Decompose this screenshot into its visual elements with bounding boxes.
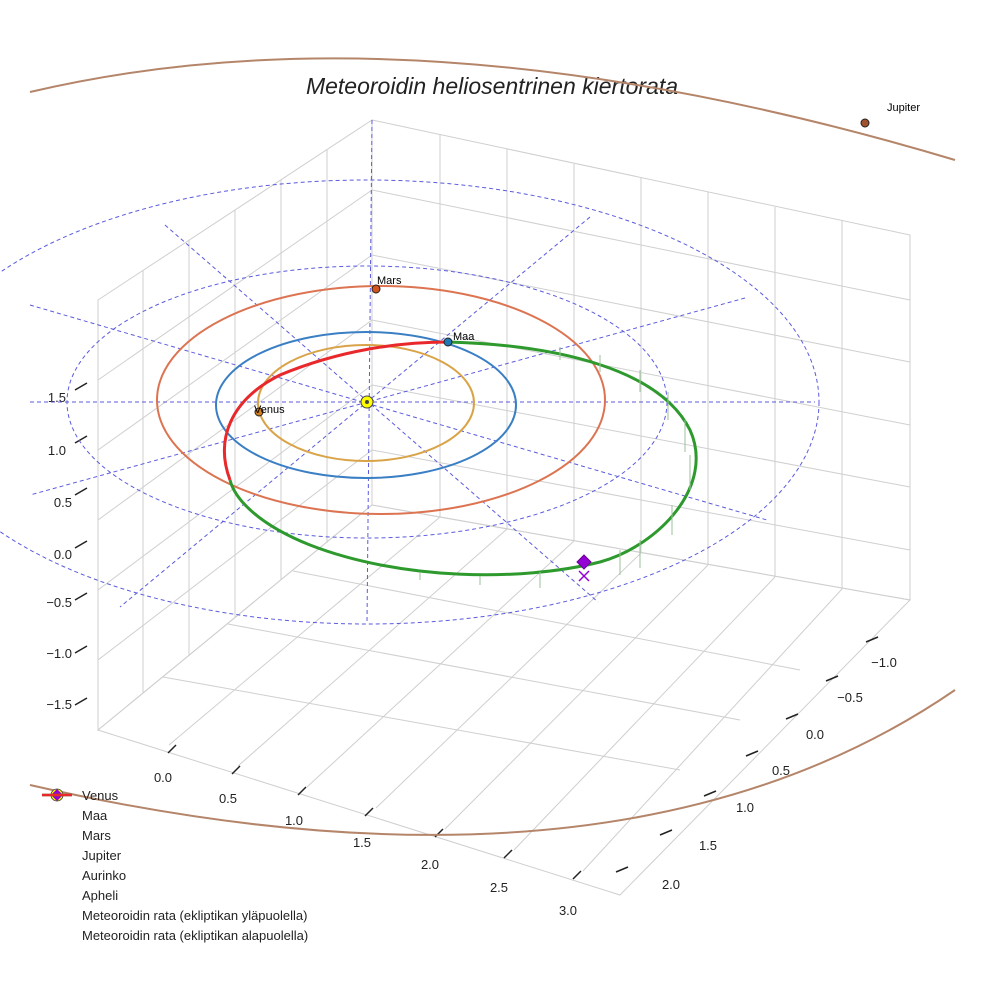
jupiter-orbit <box>29 57 956 161</box>
legend-dot-icon <box>40 790 74 865</box>
grid-lines <box>97 135 911 872</box>
z-axis <box>74 382 88 706</box>
y-axis <box>615 636 879 873</box>
legend-orbit-below-swatch <box>42 793 72 797</box>
jupiter-orbit <box>29 689 956 836</box>
y-tick-label: 2.0 <box>662 877 680 892</box>
legend-label: Maa <box>82 807 108 823</box>
planet-orbits <box>29 57 956 836</box>
meteoroid-orbit-below <box>222 340 449 481</box>
legend-item-orbit-above: Meteoroidin rata (ekliptikan yläpuolella… <box>40 793 308 925</box>
legend-diamond-icon <box>40 789 74 905</box>
y-tick-label: 0.5 <box>772 763 790 778</box>
legend-item-sun: Aurinko <box>40 788 308 885</box>
y-tick-label: 1.0 <box>736 800 754 815</box>
x-tick-label: 1.0 <box>285 813 303 828</box>
z-tick-label: 0.5 <box>54 495 72 510</box>
ecliptic-circle-outer <box>0 179 820 625</box>
x-tick-label: 0.0 <box>154 770 172 785</box>
legend: Venus Maa Mars Jupiter Aurinko Apheli <box>40 785 308 945</box>
mars-label: Mars <box>377 275 402 287</box>
meteoroid-orbit <box>222 340 698 577</box>
legend-item-aphelion: Apheli <box>40 789 308 905</box>
venus-orbit <box>257 344 475 462</box>
ecliptic-radial-line <box>366 119 373 623</box>
y-tick-label: 0.0 <box>806 727 824 742</box>
legend-line-icon <box>40 793 74 945</box>
legend-item-earth: Maa <box>40 790 308 825</box>
x-tick-label: 0.5 <box>219 791 237 806</box>
legend-label: Apheli <box>82 887 119 903</box>
aphelion <box>576 554 592 582</box>
legend-label: Meteoroidin rata (ekliptikan alapuolella… <box>82 927 309 943</box>
legend-line-icon <box>40 793 74 925</box>
venus-label: Venus <box>254 404 285 416</box>
legend-sun-icon <box>40 788 74 885</box>
meteoroid-orbit-above <box>228 340 698 577</box>
ecliptic-radial-line <box>29 297 746 496</box>
x-axis <box>167 744 582 880</box>
legend-label: Jupiter <box>82 847 122 863</box>
legend-label: Mars <box>82 827 111 843</box>
legend-item-orbit-below: Meteoroidin rata (ekliptikan alapuolella… <box>40 793 309 945</box>
legend-item-venus: Venus <box>40 785 308 805</box>
x-tick-label: 2.5 <box>490 880 508 895</box>
y-tick-label: 1.5 <box>699 838 717 853</box>
ecliptic-radial-line <box>119 216 591 608</box>
z-tick-label: −1.5 <box>46 697 72 712</box>
jupiter-marker <box>860 118 870 128</box>
z-tick-label: 0.0 <box>54 547 72 562</box>
legend-dot-icon <box>40 790 74 825</box>
ecliptic-radial-line <box>164 224 599 603</box>
earth-orbit <box>215 331 517 479</box>
legend-label: Meteoroidin rata (ekliptikan yläpuolella… <box>82 907 308 923</box>
sun <box>360 395 374 409</box>
legend-label: Aurinko <box>82 867 127 883</box>
earth-marker <box>443 337 453 347</box>
planets: Venus Maa Mars Jupiter <box>254 102 920 417</box>
x-tick-label: 1.5 <box>353 835 371 850</box>
y-tick-label: −1.0 <box>871 655 897 670</box>
mars-marker <box>371 284 381 294</box>
ecliptic-radial-line <box>29 304 768 521</box>
aphelion-marker <box>576 554 592 570</box>
legend-item-jupiter: Jupiter <box>40 790 308 865</box>
venus-marker <box>254 407 264 417</box>
mars-orbit <box>156 285 606 515</box>
z-tick-label: −1.0 <box>46 646 72 661</box>
legend-item-mars: Mars <box>40 790 308 845</box>
ecliptic-reference <box>0 119 820 625</box>
legend-dot-icon <box>40 790 74 845</box>
chart-title: Meteoroidin heliosentrinen kiertorata <box>305 73 679 99</box>
x-tick-label: 3.0 <box>559 903 577 918</box>
legend-label: Venus <box>82 787 119 803</box>
axes-grid <box>96 119 912 896</box>
earth-label: Maa <box>453 331 475 343</box>
x-tick-label: 2.0 <box>421 857 439 872</box>
jupiter-label: Jupiter <box>887 102 920 114</box>
y-tick-label: −0.5 <box>837 690 863 705</box>
z-tick-label: −0.5 <box>46 595 72 610</box>
aphelion-projection-marker <box>578 570 590 582</box>
projection-lines <box>419 347 691 588</box>
z-tick-label: 1.0 <box>48 443 66 458</box>
z-tick-label: 1.5 <box>48 390 66 405</box>
sun-core <box>365 400 369 404</box>
